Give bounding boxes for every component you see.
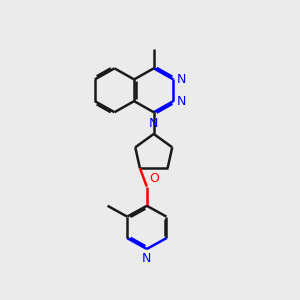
Text: N: N — [177, 94, 186, 108]
Text: O: O — [150, 172, 160, 185]
Text: N: N — [177, 73, 186, 86]
Text: N: N — [142, 252, 152, 265]
Text: N: N — [149, 118, 158, 130]
